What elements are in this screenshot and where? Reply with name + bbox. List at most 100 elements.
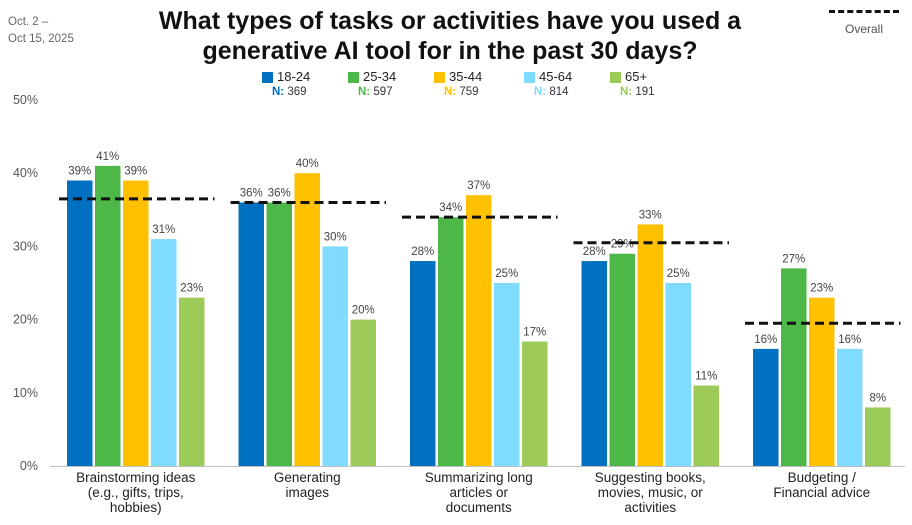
bar-65-plus-2 [350,319,376,466]
legend-n-prefix: N: [358,86,371,98]
legend-n-value: 814 [549,86,569,98]
legend-n-25-34: N: 597 [358,86,393,98]
data-label-25-34-4: 29% [611,239,634,251]
legend-n-value: 369 [287,86,307,98]
category-label-line: Financial advice [773,485,870,500]
bar-65-plus-1 [179,297,205,466]
bar-45-64-2 [322,246,348,466]
date-range: Oct. 2 – Oct 15, 2025 [8,14,74,48]
data-label-25-34-3: 34% [439,202,462,214]
bar-18-24-4 [581,261,607,466]
legend-swatch-18-24 [262,72,273,83]
bar-35-44-2 [294,173,320,466]
data-label-65-plus-3: 17% [523,327,546,339]
legend-n-value: 597 [373,86,393,98]
legend-label-18-24: 18-24 [277,69,311,84]
bar-35-44-3 [466,195,492,466]
data-label-18-24-2: 36% [240,187,263,199]
data-label-45-64-4: 25% [667,268,690,280]
chart-title-line-1: What types of tasks or activities have y… [158,7,742,35]
legend-n-value: 191 [635,86,655,98]
legend-n-prefix: N: [534,86,547,98]
y-tick-label: 0% [20,459,38,473]
legend-swatch-35-44 [434,72,445,83]
data-label-35-44-2: 40% [296,158,319,170]
y-axis: 0% 10% 20% 30% 40% 50% [13,93,905,473]
legend-label-25-34: 25-34 [363,69,397,84]
category-label-line: (e.g., gifts, trips, [88,485,184,500]
bar-65-plus-4 [693,385,719,466]
bar-18-24-1 [67,180,93,466]
date-range-start: Oct. 2 – [8,16,49,28]
data-label-45-64-2: 30% [324,231,347,243]
category-label-1: Brainstorming ideas (e.g., gifts, trips, h… [76,470,196,515]
bar-25-34-5 [781,268,807,466]
data-label-35-44-1: 39% [124,166,147,178]
overall-dashed-line-icon [829,10,899,13]
data-label-45-64-1: 31% [152,224,175,236]
bar-45-64-1 [151,239,177,466]
category-label-line: Summarizing long [425,470,533,485]
bar-35-44-5 [809,297,835,466]
bar-45-64-3 [494,283,520,466]
legend-n-35-44: N: 759 [444,86,479,98]
bar-18-24-2 [238,202,264,467]
legend-n-value: 759 [459,86,479,98]
legend-label-65-plus: 65+ [625,69,648,84]
overall-lines [59,197,901,325]
bars: 39% 41% 39% 31% 23% 36% 36% 40% 30% 20% 28% 34% 37% 2… [67,151,891,467]
category-label-line: Budgeting / [788,470,857,485]
data-label-35-44-3: 37% [467,180,490,192]
bar-18-24-3 [410,261,436,466]
chart-title: What types of tasks or activities have y… [100,6,800,66]
data-label-65-plus-4: 11% [695,370,717,382]
data-label-25-34-1: 41% [96,151,119,163]
category-label-line: Generating [274,470,341,485]
bar-25-34-4 [609,253,635,466]
data-label-45-64-5: 16% [838,334,861,346]
category-label-line: hobbies) [110,500,162,515]
bar-25-34-2 [266,202,292,467]
legend-n-65-plus: N: 191 [620,86,655,98]
data-label-35-44-5: 23% [810,283,833,295]
data-label-35-44-4: 33% [639,209,662,221]
legend-n-prefix: N: [620,86,633,98]
category-label-line: movies, music, or [598,485,704,500]
bar-65-plus-3 [522,341,548,466]
data-label-18-24-4: 28% [583,246,606,258]
legend-label-35-44: 35-44 [449,69,483,84]
data-label-25-34-2: 36% [268,187,291,199]
legend-n-18-24: N: 369 [272,86,307,98]
bar-25-34-1 [95,165,121,466]
legend-swatch-45-64 [524,72,535,83]
data-label-18-24-3: 28% [411,246,434,258]
category-label-line: activities [624,500,676,515]
category-label-line: Suggesting books, [595,470,706,485]
category-label-line: documents [446,500,512,515]
legend-n-prefix: N: [272,86,285,98]
category-label-line: Brainstorming ideas [76,470,196,485]
overall-legend: Overall [828,10,900,36]
y-tick-label: 50% [13,93,38,107]
data-label-18-24-1: 39% [68,166,91,178]
x-axis-categories: Brainstorming ideas (e.g., gifts, trips, h… [76,470,870,515]
data-label-65-plus-5: 8% [869,392,886,404]
y-tick-label: 40% [13,166,38,180]
y-tick-label: 20% [13,313,38,327]
bar-65-plus-5 [865,407,891,466]
legend-label-45-64: 45-64 [539,69,573,84]
bar-45-64-4 [665,283,691,466]
category-label-5: Budgeting / Financial advice [773,470,870,500]
category-label-line: images [285,485,329,500]
y-tick-label: 10% [13,386,38,400]
category-label-3: Summarizing long articles or documents [425,470,533,515]
data-label-25-34-5: 27% [782,253,805,265]
legend-n-prefix: N: [444,86,457,98]
data-label-65-plus-1: 23% [180,283,203,295]
chart-title-line-2: generative AI tool for in the past 30 da… [202,37,698,65]
legend-n-45-64: N: 814 [534,86,569,98]
y-tick-label: 30% [13,239,38,253]
bar-35-44-4 [637,224,663,466]
bar-18-24-5 [753,348,779,466]
